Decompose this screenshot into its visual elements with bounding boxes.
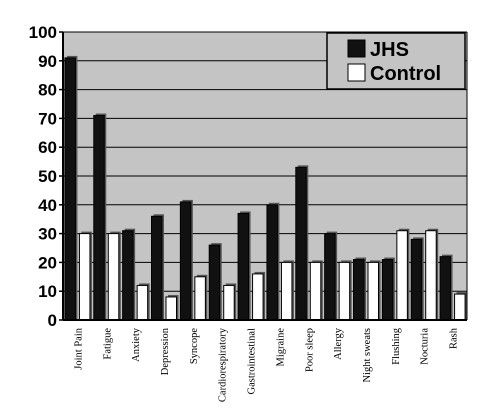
x-tick-label: Fatigue [102,328,113,360]
bar-jhs [179,201,192,321]
bar-control-7 [280,260,294,321]
bar-control-6 [252,271,266,321]
bar-jhs [410,238,423,321]
legend-label-jhs: JHS [370,39,409,61]
bar-jhs [64,57,76,321]
bar-control-3 [165,294,179,321]
x-tick-label: Anxiety [131,327,142,362]
bar-control-1 [107,231,121,321]
bar-control [194,276,206,321]
bar-control [396,230,408,321]
y-tick-label: 30 [38,225,57,244]
axes [59,31,468,321]
bar-control-8 [309,260,323,321]
y-tick-label: 60 [38,138,57,157]
x-tick-label: Gastrointestinal [247,328,258,395]
bar-control-13 [454,292,468,321]
bar-jhs [151,215,163,321]
x-tick-label: Cardiorespiratory [218,327,229,402]
legend-label-control: Control [370,63,441,85]
bar-control [309,261,322,321]
x-tick-label: Syncope [189,328,200,365]
x-tick-label: Night sweats [362,328,373,383]
x-tick-label: Depression [160,327,171,375]
bar-control-10 [367,260,381,321]
bar-jhs [93,115,105,321]
bar-control-11 [396,228,410,321]
bar-jhs [353,259,365,321]
y-tick-labels: 0 10 20 30 40 50 60 70 80 90 100 [29,23,57,330]
bar-jhs [295,166,307,321]
bar-jhs-10 [353,257,366,321]
bar-jhs-8 [295,165,309,321]
legend: JHS Control [326,32,466,90]
bar-jhs-9 [324,231,338,321]
y-tick-label: 20 [38,253,57,272]
x-tick-labels: Joint Pain Fatigue Anxiety Depression Syncop… [73,327,459,402]
y-tick-label: 70 [38,109,57,128]
y-tick-label: 90 [38,52,57,71]
bar-control-2 [136,283,150,321]
bar-jhs [381,259,394,321]
bar-jhs [208,244,221,321]
bar-jhs-12 [410,237,424,321]
bar-jhs-11 [381,257,395,321]
bar-control [136,284,149,321]
x-tick-label: Joint Pain [73,327,84,369]
bar-jhs [324,233,336,321]
bar-control [107,233,120,321]
bar-control [78,233,91,321]
y-tick-label: 10 [38,282,57,301]
x-tick-label: Poor sleep [304,328,315,372]
bar-jhs-3 [151,214,164,321]
bar-control [425,230,437,321]
bar-jhs-7 [266,202,280,321]
bar-control-9 [338,260,352,321]
x-tick-label: Flushing [391,327,402,365]
bar-control-12 [425,228,439,321]
bar-control [454,293,466,321]
bar-control [165,296,177,321]
bar-jhs-5 [208,243,222,321]
x-tick-label: Rash [449,327,460,349]
bar-control [367,261,379,321]
bar-jhs-4 [179,199,193,321]
bar-control-0 [78,231,92,321]
bar-jhs-0 [64,55,78,321]
y-tick-label: 80 [38,81,57,100]
bar-control [280,261,293,321]
bar-control [338,261,351,321]
bar-jhs-1 [93,113,107,321]
bar-jhs [237,212,250,321]
bar-jhs [439,256,452,321]
x-tick-label: Allergy [333,327,344,360]
y-tick-label: 50 [38,167,57,186]
bar-control-4 [194,274,208,321]
bar-jhs [266,204,278,321]
legend-swatch-control [347,63,366,82]
bar-control [223,284,235,321]
bar-jhs-13 [439,254,453,321]
y-tick-label: 0 [48,311,57,330]
bar-control [252,273,264,321]
x-tick-label: Migraine [275,328,286,367]
bar-jhs-6 [237,211,251,321]
bar-control-5 [223,283,237,321]
bar-jhs-2 [122,228,136,321]
y-tick-label: 40 [38,196,57,215]
y-tick-label: 100 [29,23,57,42]
bar-jhs [122,230,134,321]
x-tick-label: Nocturia [420,328,431,365]
legend-swatch-jhs [347,39,366,58]
